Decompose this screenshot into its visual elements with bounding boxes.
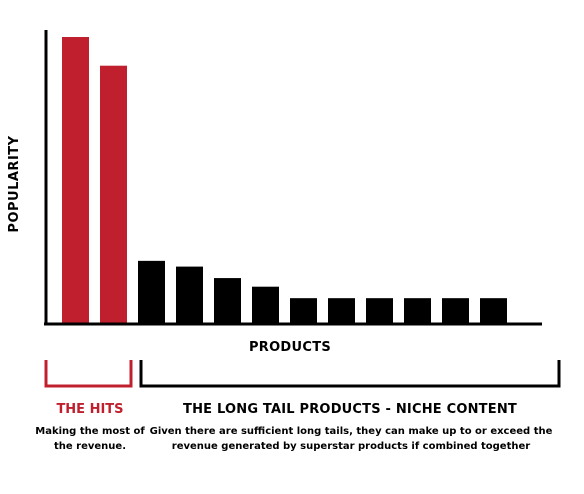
long-tail-description: Given there are sufficient long tails, t…: [149, 426, 553, 452]
x-axis-label: PRODUCTS: [248, 340, 332, 355]
long-tail-title: THE LONG TAIL PRODUCTS - NICHE CONTENT: [183, 402, 517, 417]
tail-bar-6: [252, 286, 279, 324]
hit-bar-1: [62, 37, 89, 324]
tail-bar-8: [328, 298, 355, 324]
hits-title: THE HITS: [56, 402, 124, 417]
tail-bar-7: [290, 298, 317, 324]
bars-group: [62, 37, 507, 324]
tail-bar-12: [480, 298, 507, 324]
tail-bar-9: [366, 298, 393, 324]
tail-bar-10: [404, 298, 431, 324]
long-tail-bracket: [139, 360, 561, 388]
tail-bar-3: [138, 260, 165, 324]
hits-bracket: [44, 360, 133, 388]
y-axis-label: POPULARITY: [7, 135, 22, 233]
hit-bar-2: [100, 65, 127, 324]
hits-description: Making the most of the revenue.: [35, 426, 145, 452]
tail-bar-4: [176, 266, 203, 324]
tail-bar-5: [214, 278, 241, 324]
tail-bar-11: [442, 298, 469, 324]
